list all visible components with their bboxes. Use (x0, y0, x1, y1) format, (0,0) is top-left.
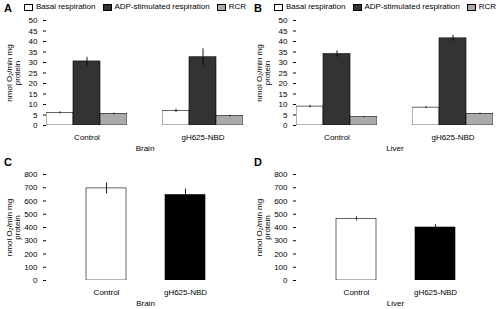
svg-text:100: 100 (24, 263, 38, 272)
svg-text:25: 25 (29, 69, 38, 78)
svg-text:35: 35 (29, 48, 38, 57)
svg-text:Control: Control (74, 133, 100, 142)
svg-text:800: 800 (24, 170, 38, 179)
svg-text:50: 50 (279, 16, 288, 25)
svg-text:15: 15 (279, 90, 288, 99)
html-text:Basal respiration: Basal respiration (285, 2, 346, 11)
svg-text:35: 35 (279, 48, 288, 57)
svg-text:0: 0 (33, 276, 38, 285)
svg-text:0: 0 (33, 121, 38, 130)
svg-text:gH625-NBD: gH625-NBD (164, 288, 207, 297)
html-text:C: C (4, 156, 12, 168)
svg-text:10: 10 (279, 100, 288, 109)
svg-text:600: 600 (24, 197, 38, 206)
svg-text:15: 15 (29, 90, 38, 99)
svg-text:800: 800 (274, 170, 288, 179)
svg-text:100: 100 (274, 263, 288, 272)
svg-text:nmol O₂/min mgprotein: nmol O₂/min mgprotein (255, 44, 272, 101)
svg-text:0: 0 (283, 276, 288, 285)
svg-text:Brain: Brain (136, 144, 155, 153)
svg-text:Control: Control (324, 133, 350, 142)
svg-text:300: 300 (274, 236, 288, 245)
svg-text:400: 400 (24, 223, 38, 232)
svg-text:nmol O₂/min mgprotein: nmol O₂/min mgprotein (255, 199, 272, 256)
svg-text:45: 45 (279, 27, 288, 36)
svg-text:45: 45 (29, 27, 38, 36)
svg-text:nmol O₂/min mgprotein: nmol O₂/min mgprotein (5, 199, 22, 256)
svg-text:700: 700 (274, 183, 288, 192)
svg-text:gH625-NBD: gH625-NBD (181, 133, 224, 142)
svg-text:gH625-NBD: gH625-NBD (414, 288, 457, 297)
svg-text:Brain: Brain (136, 299, 155, 308)
svg-text:30: 30 (279, 58, 288, 67)
svg-text:700: 700 (24, 183, 38, 192)
html-text:Basal respiration: Basal respiration (35, 2, 96, 11)
html-text:ADP-stimulated respiration: ADP-stimulated respiration (114, 2, 210, 11)
svg-text:500: 500 (274, 210, 288, 219)
svg-text:50: 50 (29, 16, 38, 25)
svg-text:gH625-NBD: gH625-NBD (431, 133, 474, 142)
svg-text:200: 200 (24, 250, 38, 259)
html-text:RCR: RCR (228, 2, 246, 11)
svg-text:40: 40 (29, 37, 38, 46)
svg-text:Liver: Liver (387, 299, 405, 308)
svg-text:Control: Control (344, 288, 370, 297)
svg-text:20: 20 (279, 79, 288, 88)
html-text:B: B (254, 2, 262, 14)
html-text:ADP-stimulated respiration: ADP-stimulated respiration (364, 2, 460, 11)
svg-text:Liver: Liver (386, 144, 404, 153)
svg-text:5: 5 (33, 111, 38, 120)
svg-text:10: 10 (29, 100, 38, 109)
svg-text:0: 0 (283, 121, 288, 130)
svg-text:20: 20 (29, 79, 38, 88)
svg-text:300: 300 (24, 236, 38, 245)
svg-text:600: 600 (274, 197, 288, 206)
svg-text:5: 5 (283, 111, 288, 120)
svg-text:nmol O₂/min mgprotein: nmol O₂/min mgprotein (5, 44, 22, 101)
svg-text:40: 40 (279, 37, 288, 46)
svg-text:500: 500 (24, 210, 38, 219)
svg-text:30: 30 (29, 58, 38, 67)
html-text:RCR: RCR (478, 2, 496, 11)
svg-text:25: 25 (279, 69, 288, 78)
html-text:A: A (4, 2, 12, 14)
html-text:D: D (254, 156, 262, 168)
svg-text:200: 200 (274, 250, 288, 259)
svg-text:400: 400 (274, 223, 288, 232)
svg-text:Control: Control (94, 288, 120, 297)
